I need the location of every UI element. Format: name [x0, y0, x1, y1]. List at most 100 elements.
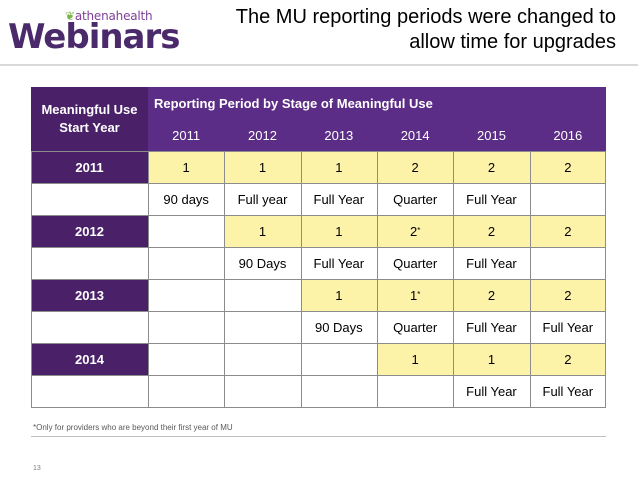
stage-cell: 1: [300, 215, 377, 247]
period-cell: 90 Days: [224, 247, 301, 279]
stage-cell: 1: [453, 343, 530, 375]
period-cell: Full Year: [453, 247, 530, 279]
stage-cell: 1: [300, 151, 377, 183]
stage-cell: 1 *: [376, 279, 454, 311]
slide-title-line-1: The MU reporting periods were changed to: [235, 6, 616, 28]
stage-value: 1: [335, 287, 343, 303]
stage-value: 2: [409, 223, 418, 239]
stage-cell: 2: [529, 215, 606, 247]
stage-cell: 2 *: [376, 215, 454, 247]
stage-cell: 2: [529, 279, 606, 311]
period-cell: [224, 311, 301, 343]
period-cell: 90 days: [148, 183, 225, 215]
stage-cell: 2: [529, 151, 606, 183]
start-year-spacer: [31, 247, 148, 279]
stage-cell: [148, 279, 225, 311]
period-cell: Full Year: [529, 375, 606, 407]
grid-line: [31, 151, 606, 152]
stage-value: 1: [182, 159, 190, 175]
year-header-2016: 2016: [529, 119, 606, 151]
start-year-2013: 2013: [31, 279, 148, 311]
reporting-period-table: Meaningful Use Start Year Reporting Perio…: [31, 87, 606, 408]
period-cell: Quarter: [376, 183, 454, 215]
stage-cell: 2: [453, 151, 530, 183]
leaf-icon: ❦: [65, 9, 75, 23]
header-divider: [0, 64, 638, 66]
year-header-2015: 2015: [453, 119, 530, 151]
grid-line: [31, 375, 606, 376]
stage-value: 2: [487, 223, 496, 239]
stage-value: 2: [564, 351, 572, 367]
stage-value: 2: [564, 223, 572, 239]
footnote: *Only for providers who are beyond their…: [33, 423, 233, 432]
corner-header: Meaningful Use Start Year: [31, 87, 148, 151]
stage-cell: 1: [148, 151, 225, 183]
page-number: 13: [33, 465, 41, 472]
stage-cell: 2: [453, 215, 530, 247]
year-header-2012: 2012: [224, 119, 301, 151]
grid-line: [31, 343, 606, 344]
period-cell: [148, 247, 225, 279]
stage-value: 1: [487, 351, 496, 367]
stage-value: 1: [335, 223, 343, 239]
grid-line: [31, 311, 606, 312]
year-header-2013: 2013: [300, 119, 377, 151]
start-year-spacer: [31, 375, 148, 407]
start-year-spacer: [31, 311, 148, 343]
stage-value: 1: [258, 159, 267, 175]
start-year-2011: 2011: [31, 151, 148, 183]
grid-line: [376, 151, 378, 407]
header: ❦athenahealth Webinars The MU reporting …: [0, 0, 638, 62]
athenahealth-wordmark: ❦athenahealth: [65, 9, 153, 23]
period-cell: [529, 183, 606, 215]
stage-cell: 2: [376, 151, 454, 183]
grid-line: [31, 215, 606, 216]
stage-value: 2: [411, 159, 419, 175]
year-header-2014: 2014: [376, 119, 454, 151]
grid-line: [31, 151, 32, 407]
period-cell: Full year: [224, 183, 301, 215]
stage-cell: 2: [529, 343, 606, 375]
stage-cell: 2: [453, 279, 530, 311]
group-header: Reporting Period by Stage of Meaningful …: [148, 87, 606, 119]
grid-line: [453, 151, 455, 407]
grid-line: [148, 151, 149, 407]
period-cell: [148, 311, 225, 343]
start-year-2012: 2012: [31, 215, 148, 247]
start-year-spacer: [31, 183, 148, 215]
stage-cell: [300, 343, 377, 375]
stage-value: 2: [487, 159, 496, 175]
stage-cell: 1: [224, 215, 301, 247]
period-cell: Quarter: [376, 311, 454, 343]
period-cell: 90 Days: [300, 311, 377, 343]
grid-line: [529, 151, 531, 407]
stage-cell: [148, 343, 225, 375]
stage-value: 2: [564, 159, 572, 175]
footer-divider: [31, 436, 606, 437]
period-cell: [148, 375, 225, 407]
stage-cell: 1: [376, 343, 454, 375]
period-cell: Full Year: [300, 247, 377, 279]
period-cell: [376, 375, 454, 407]
stage-cell: [224, 279, 301, 311]
stage-value: 2: [564, 287, 572, 303]
period-cell: Full Year: [453, 375, 530, 407]
webinars-logo: ❦athenahealth Webinars: [8, 9, 180, 57]
grid-line: [31, 279, 606, 280]
product-name: Webinars: [8, 17, 180, 57]
start-year-2014: 2014: [31, 343, 148, 375]
period-cell: Full Year: [300, 183, 377, 215]
year-header-2011: 2011: [148, 119, 225, 151]
period-cell: Quarter: [376, 247, 454, 279]
period-cell: Full Year: [529, 311, 606, 343]
stage-value: 1: [258, 223, 267, 239]
stage-cell: [224, 343, 301, 375]
period-cell: [300, 375, 377, 407]
period-cell: [224, 375, 301, 407]
slide-title: The MU reporting periods were changed to…: [196, 5, 616, 55]
grid-line: [31, 183, 606, 184]
grid-line: [300, 151, 302, 407]
stage-value: 2: [487, 287, 496, 303]
slide-title-line-2: allow time for upgrades: [409, 31, 616, 53]
stage-value: 1: [411, 351, 419, 367]
